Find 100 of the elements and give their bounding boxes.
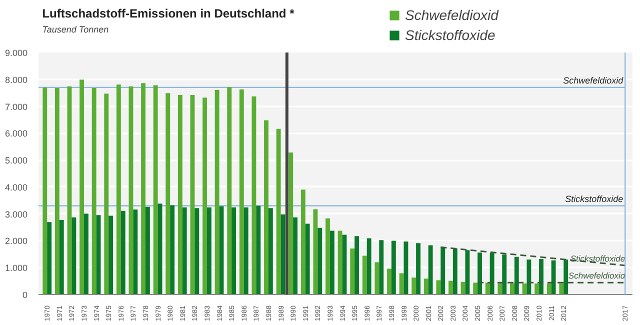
bar (145, 206, 150, 294)
y-tick-label: 4.000 (4, 182, 28, 192)
bar (141, 83, 146, 294)
bar (108, 216, 114, 294)
bar (280, 214, 286, 294)
bar (202, 98, 207, 294)
bar (244, 207, 248, 294)
bar (354, 236, 359, 294)
bar (264, 120, 268, 294)
ref-line-label: Stickstoffoxide (565, 194, 624, 204)
bar (318, 228, 322, 294)
bar (534, 283, 540, 294)
y-tick-label: 2.000 (4, 236, 28, 246)
bar (104, 94, 109, 294)
bar (416, 243, 420, 294)
bar (84, 214, 88, 294)
bar (293, 217, 298, 294)
bar (59, 220, 64, 294)
bar (276, 128, 281, 294)
bar (252, 96, 256, 294)
y-tick-label: 8.000 (4, 74, 28, 85)
bar (473, 282, 478, 294)
bar (374, 262, 380, 294)
bar (232, 207, 236, 294)
bar (404, 242, 408, 294)
bar (350, 248, 355, 294)
chart-subtitle: Tausend Tonnen (42, 24, 109, 34)
legend-label: Schwefeldioxid (405, 6, 498, 24)
bar (485, 282, 490, 294)
legend-label: Stickstoffoxide (405, 26, 496, 44)
bar (338, 230, 342, 294)
bar (546, 283, 552, 294)
bar (559, 283, 564, 294)
bar (190, 94, 195, 294)
chart-title: Luftschadstoff-Emissionen in Deutschland * (42, 6, 295, 20)
bar (366, 238, 372, 294)
series-label: Stickstoffoxide (570, 253, 626, 264)
bar (128, 86, 134, 294)
bar (330, 230, 334, 294)
ref-line-label: Schwefeldioxid (563, 75, 624, 86)
y-tick-label: 9.000 (4, 48, 28, 58)
bar (510, 283, 514, 294)
bar (166, 93, 170, 294)
bar (313, 209, 318, 294)
bar (133, 210, 138, 294)
bar (502, 254, 507, 294)
y-tick-label: 1.000 (4, 263, 28, 274)
bar (92, 88, 96, 294)
bar (514, 256, 519, 294)
bar (194, 208, 200, 294)
bar (300, 190, 306, 294)
bar (153, 85, 158, 294)
y-tick-label: 3.000 (4, 209, 28, 220)
bar (158, 204, 162, 294)
bar (80, 80, 84, 294)
bar (182, 207, 187, 294)
bar (551, 260, 556, 294)
bar (305, 224, 310, 294)
bar (440, 247, 446, 294)
bar (178, 94, 182, 294)
bar (424, 278, 428, 294)
bar (465, 250, 470, 294)
bar (391, 240, 396, 294)
bar (399, 273, 404, 294)
bar (526, 260, 532, 294)
bar (412, 278, 416, 294)
bar (268, 208, 273, 294)
bar (54, 88, 60, 294)
bar (219, 206, 224, 294)
bar (379, 240, 384, 294)
bar (478, 252, 482, 294)
bar (498, 283, 502, 294)
bar (448, 280, 453, 294)
bar (387, 268, 392, 294)
bar (362, 256, 367, 294)
bar (227, 87, 232, 294)
bar (47, 222, 52, 294)
bar (452, 248, 458, 294)
bar (67, 86, 72, 294)
bar (288, 152, 294, 294)
bar (42, 87, 48, 294)
bar (72, 217, 76, 294)
bar (120, 210, 126, 294)
bar (206, 207, 212, 294)
bar (170, 205, 175, 294)
y-tick-label: 0 (22, 290, 28, 300)
series-label: Schwefeldioxid (568, 270, 626, 281)
bar (214, 90, 220, 294)
bar (490, 252, 494, 294)
bar (539, 259, 544, 294)
bar (436, 280, 441, 294)
bar (116, 84, 121, 294)
y-tick-label: 5.000 (4, 156, 28, 166)
bar (326, 218, 330, 294)
bar (239, 89, 244, 294)
bar (428, 245, 433, 294)
bar (96, 215, 101, 294)
bar (256, 206, 261, 294)
y-tick-label: 6.000 (4, 128, 28, 139)
y-tick-label: 7.000 (4, 102, 28, 112)
